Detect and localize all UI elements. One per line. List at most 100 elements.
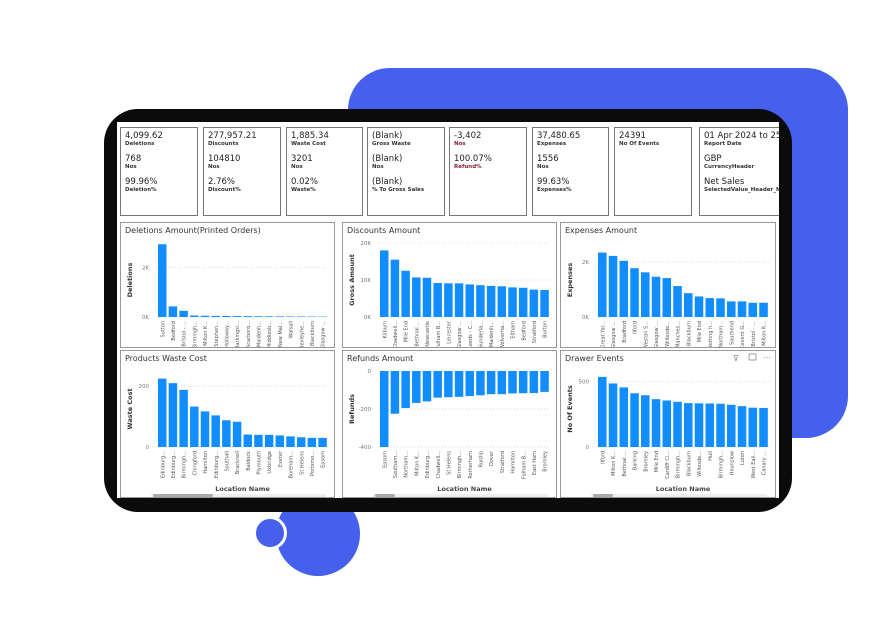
bar: [518, 371, 528, 394]
x-tick-label: Edinburg...: [171, 451, 177, 479]
kpi-value: (Blank): [372, 154, 403, 164]
bar: [200, 315, 210, 317]
bar-chart: Expenses Amount Expenses 0K 2K Great Yar... G…: [565, 226, 769, 348]
y-tick-label: 0: [368, 369, 372, 375]
filter-icon[interactable]: ⊽: [733, 354, 739, 363]
kpi-card[interactable]: 277,957.21 Discounts 104810 Nos 2.76% Discoun…: [203, 127, 281, 216]
chart-title: Deletions Amount(Printed Orders): [125, 226, 261, 235]
y-tick-label: 10K: [360, 278, 371, 284]
kpi-card[interactable]: -3,402 Nos 100.07% Refund%: [449, 127, 527, 216]
chart-panel-refunds-amount[interactable]: Refunds Amount Refunds 0 -200 -400 Epsom South…: [342, 350, 557, 498]
x-tick-label: Ruislip: [479, 451, 485, 467]
chart-panel-discounts-amount[interactable]: Discounts Amount Gross Amount 0K 10K 20K Kilb…: [342, 222, 557, 348]
x-tick-label: Bracknell: [235, 451, 241, 474]
chart-panel-expenses-amount[interactable]: Expenses Amount Expenses 0K 2K Great Yar... G…: [560, 222, 776, 348]
kpi-value: 2.76%: [208, 177, 236, 187]
bar: [651, 276, 661, 317]
x-tick-label: Ilford: [633, 321, 639, 334]
bar: [608, 383, 618, 447]
x-tick-label: St Helens: [299, 451, 305, 475]
x-tick-label: Great Yar...: [600, 321, 606, 348]
bar: [716, 298, 725, 317]
x-tick-label: New Mal...: [278, 321, 284, 347]
horizontal-scrollbar[interactable]: [593, 494, 613, 497]
horizontal-scrollbar[interactable]: [375, 494, 395, 497]
kpi-value: 104810: [208, 154, 241, 164]
kpi-value: 3201: [291, 154, 313, 164]
x-tick-label: Edinburg...: [214, 451, 220, 479]
bar: [727, 404, 736, 447]
x-tick-label: Epsom: [321, 451, 327, 468]
bar: [641, 272, 650, 317]
bar: [737, 406, 747, 447]
x-tick-label: Kilburn: [382, 321, 388, 339]
x-tick-label: Burton: [543, 321, 549, 338]
x-tick-label: Sunderla...: [479, 321, 485, 348]
bar: [694, 403, 704, 447]
bar: [465, 284, 474, 317]
more-options-icon[interactable]: ⋯: [763, 353, 771, 362]
bar: [433, 282, 442, 317]
bar: [684, 293, 693, 317]
y-tick-label: 0: [586, 445, 590, 451]
chart-title: Refunds Amount: [347, 354, 413, 363]
kpi-card[interactable]: 01 Apr 2024 to 25...Report Date GBPCurren…: [699, 127, 779, 216]
y-tick-label: 500: [579, 379, 590, 385]
x-tick-label: Bethnal ...: [414, 321, 420, 347]
bar: [486, 371, 496, 395]
x-tick-label: St Helens: [446, 451, 452, 475]
x-tick-label: Glasgow ...: [654, 321, 660, 348]
kpi-card[interactable]: 37,480.65 Expenses 1556 Nos 99.63% Expenses%: [532, 127, 609, 216]
x-tick-label: Blackburn: [686, 321, 692, 346]
bar: [705, 298, 715, 317]
bar: [190, 315, 199, 317]
x-tick-label: Bedford: [521, 321, 527, 341]
x-tick-label: Cardiff Ci...: [665, 451, 671, 479]
bar: [608, 255, 618, 317]
bar: [232, 316, 242, 317]
x-tick-label: Chadwell...: [436, 451, 442, 479]
chart-panel-products-waste-cost[interactable]: Products Waste Cost Waste Cost 0 200 Edinbur…: [120, 350, 335, 498]
chart-title: Products Waste Cost: [125, 354, 207, 363]
kpi-label: % To Gross Sales: [372, 187, 425, 193]
bar: [243, 434, 252, 447]
bar: [422, 371, 432, 402]
x-tick-label: Canary ...: [762, 451, 768, 476]
horizontal-scrollbar[interactable]: [153, 494, 213, 497]
kpi-label: Discounts: [208, 141, 239, 147]
kpi-value: 0.02%: [291, 177, 319, 187]
bar: [168, 306, 178, 317]
bar: [759, 302, 768, 317]
kpi-card[interactable]: 1,885.34 Waste Cost 3201 Nos 0.02% Waste%: [286, 127, 363, 216]
bar: [529, 371, 539, 394]
kpi-card[interactable]: 24391 No Of Events: [614, 127, 692, 216]
bar: [598, 252, 607, 317]
kpi-label: Nos: [208, 164, 220, 170]
bar-chart: Discounts Amount Gross Amount 0K 10K 20K Kilb…: [347, 226, 550, 348]
bar: [694, 296, 704, 317]
kpi-label: Deletion%: [125, 187, 157, 193]
x-tick-label: Ilford: [600, 451, 606, 464]
x-tick-label: Stratford: [532, 321, 538, 343]
bar: [529, 289, 539, 317]
bar-chart: Drawer Events No Of Events 0 500 Ilford Milto…: [565, 353, 771, 497]
x-tick-label: Birmingh...: [192, 321, 198, 348]
x-tick-label: Boreham...: [289, 451, 295, 479]
chart-panel-drawer-events[interactable]: Drawer Events No Of Events 0 500 Ilford Milto…: [560, 350, 776, 498]
bar: [630, 393, 639, 447]
focus-mode-icon[interactable]: [748, 353, 757, 361]
bar: [254, 434, 263, 447]
x-tick-label: Chadwell...: [393, 321, 399, 348]
bar: [486, 285, 496, 317]
x-tick-label: Covent G...: [740, 321, 746, 348]
y-tick-label: 0K: [582, 315, 589, 321]
bar: [619, 260, 629, 317]
kpi-value: 01 Apr 2024 to 25...: [704, 131, 779, 141]
x-tick-label: Bromley: [643, 451, 649, 472]
kpi-card[interactable]: (Blank) Gross Waste (Blank) Nos (Blank)% To …: [367, 127, 445, 216]
bar: [307, 437, 317, 447]
chart-panel-deletions-amount-printed-orders-[interactable]: Deletions Amount(Printed Orders) Deletion…: [120, 222, 335, 348]
bar: [211, 415, 220, 447]
kpi-card[interactable]: 4,099.62 Deletions 768 Nos 99.96% Deletion%: [120, 127, 198, 216]
y-tick-label: 0: [146, 445, 150, 451]
